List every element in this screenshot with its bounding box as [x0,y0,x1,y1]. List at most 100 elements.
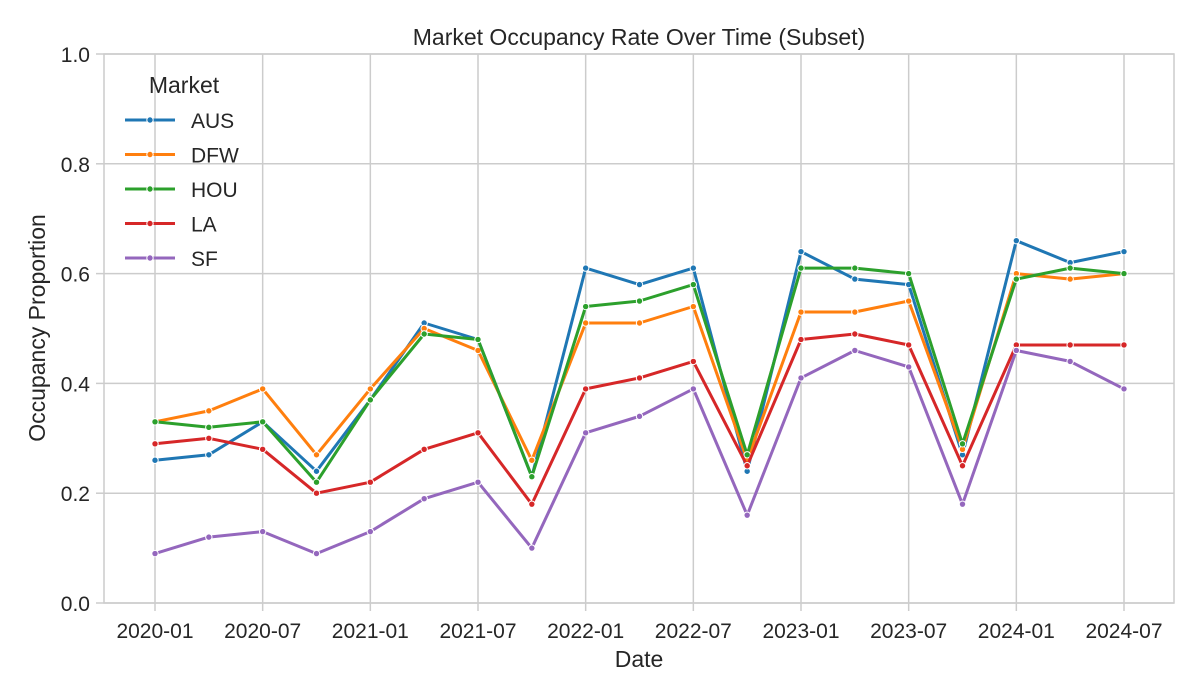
chart-title: Market Occupancy Rate Over Time (Subset) [413,24,866,50]
y-tick-label: 0.8 [61,154,90,177]
grid-lines [104,53,1174,604]
x-tick-label: 2022-07 [655,620,732,643]
y-tick-label: 0.6 [61,264,90,287]
data-point [958,500,967,508]
data-point [258,527,267,536]
legend-marker [146,116,154,124]
data-point [474,478,482,486]
data-point [581,429,590,437]
data-point [366,527,375,536]
x-tick-label: 2023-07 [870,620,947,643]
data-point [797,335,805,344]
data-point [420,445,428,453]
data-point [1012,236,1021,245]
data-point [528,473,536,481]
data-point [528,456,536,464]
plot-frame [103,53,1175,604]
series-sf [151,346,1128,558]
data-point [1120,341,1128,349]
data-point [797,374,805,382]
legend-item-sf: SF [125,248,218,271]
x-tick-label: 2021-01 [332,620,409,643]
y-tick-label: 0.4 [61,373,91,396]
legend-marker [146,150,154,159]
data-point [797,264,805,272]
data-point [205,451,213,459]
data-point [851,308,859,316]
data-point [689,385,698,393]
data-point [1066,357,1074,366]
data-point [581,319,590,327]
series-line-aus [154,239,1125,479]
data-point [151,440,159,448]
data-point [474,335,482,344]
data-point [205,434,213,442]
data-point [581,385,590,393]
data-point [635,374,644,382]
legend-item-dfw: DFW [125,145,239,168]
legend-label: LA [191,214,217,237]
series-la [151,330,1128,508]
data-point [528,500,536,508]
legend-marker [146,219,154,228]
data-point [312,451,321,459]
data-point [635,280,644,289]
x-tick-label: 2021-07 [439,620,516,643]
data-point [1120,385,1128,393]
data-point [205,533,213,541]
data-point [958,440,967,448]
data-point [1012,346,1021,355]
legend-label: SF [191,248,218,271]
data-point [635,412,644,421]
data-point [312,478,321,486]
data-point [258,385,267,393]
data-point [958,462,967,470]
legend-label: HOU [191,179,238,202]
series-lines [151,236,1128,558]
data-point [904,341,913,349]
data-point [904,297,913,305]
y-axis-label: Occupancy Proportion [24,214,50,442]
x-tick-label: 2020-07 [224,620,301,643]
data-point [258,445,267,453]
data-point [797,247,805,256]
data-point [420,494,428,503]
data-point [205,407,213,415]
legend-marker [146,254,154,262]
data-point [1012,275,1021,283]
data-point [904,363,913,371]
data-point [743,511,751,519]
data-point [312,467,321,475]
data-point [151,456,159,464]
data-point [1066,275,1074,283]
data-point [1066,264,1074,272]
legend-marker [146,185,154,193]
data-point [366,385,375,393]
y-tick-label: 1.0 [61,44,90,67]
data-point [581,264,590,272]
data-point [689,264,698,272]
x-tick-label: 2020-01 [116,620,193,643]
data-point [851,264,859,272]
data-point [851,275,859,283]
series-hou [151,264,1128,486]
legend-item-la: LA [125,214,217,237]
data-point [366,396,375,404]
legend-label: DFW [191,145,239,168]
data-point [474,429,482,437]
legend: Market AUS DFW HOU LA SF [125,72,239,271]
data-point [420,330,428,338]
axes: 0.0 0.2 0.4 0.6 0.8 1.0 2020-01 2020-07 2021-01 2… [61,44,1163,643]
x-tick-label: 2023-01 [762,620,839,643]
data-point [689,357,698,366]
data-point [743,462,751,470]
data-point [1120,269,1128,278]
legend-title: Market [149,72,220,98]
data-point [904,269,913,278]
data-point [689,302,698,311]
x-tick-label: 2024-07 [1085,620,1162,643]
y-tick-label: 0.2 [61,483,90,506]
legend-item-aus: AUS [125,110,234,133]
x-tick-label: 2022-01 [547,620,624,643]
